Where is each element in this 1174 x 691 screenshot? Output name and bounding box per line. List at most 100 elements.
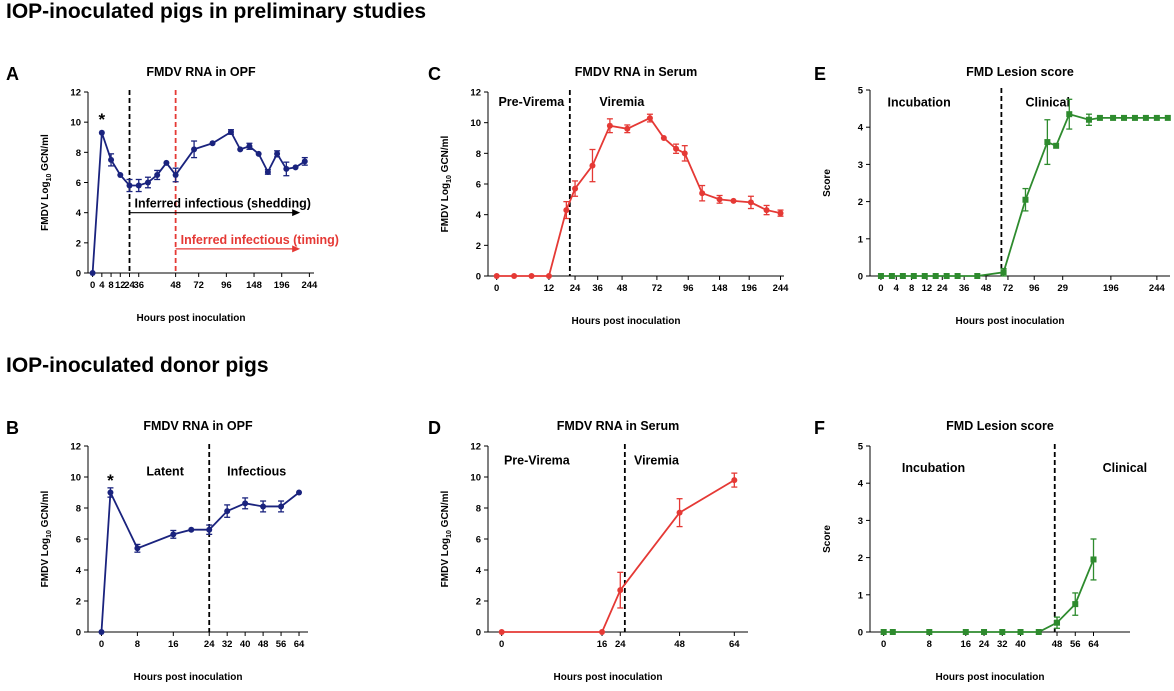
y-tick-label: 8 [76, 148, 81, 159]
y-tick-label: 0 [476, 628, 481, 639]
data-point [716, 196, 723, 203]
y-tick-label: 2 [858, 197, 863, 208]
y-axis-label-part: FMDV Log [440, 538, 451, 587]
x-tick-label: 40 [1015, 639, 1026, 650]
data-point [926, 629, 933, 635]
phase-label: Viremia [599, 95, 645, 109]
series-line [880, 113, 1168, 277]
y-tick-label: 2 [76, 238, 81, 249]
x-tick-label: 0 [99, 639, 104, 650]
data-point [1164, 114, 1171, 121]
x-axis-label: Hours post inoculation [137, 313, 246, 324]
y-tick-label: 0 [858, 272, 863, 283]
y-tick-label: 12 [470, 88, 481, 99]
y-tick-label: 1 [858, 234, 864, 245]
data-point [206, 526, 213, 533]
x-tick-label: 12 [544, 283, 555, 294]
data-point [888, 273, 895, 279]
data-point [910, 273, 917, 279]
data-point [731, 477, 738, 484]
phase-label: Pre-Virema [504, 454, 571, 468]
panel-letter: D [428, 418, 441, 438]
chart-title: FMDV RNA in OPF [143, 419, 253, 433]
data-point [154, 171, 161, 178]
x-tick-label: 12 [922, 283, 933, 294]
y-tick-label: 5 [858, 86, 864, 97]
panel-a: A FMDV RNA in OPF 0 2 4 6 8 10 12 0 4 8 12 24 36 48 72 96… [0, 60, 339, 324]
panel-d: D FMDV RNA in Serum 0 2 4 6 8 10 12 0 16 24 48 64 Hour… [418, 414, 748, 683]
x-tick-label: 8 [927, 639, 932, 650]
x-tick-label: 36 [592, 283, 603, 294]
significance-star: * [107, 471, 114, 490]
chart-title: FMD Lesion score [946, 419, 1054, 433]
data-point [117, 171, 124, 178]
data-point [747, 199, 754, 206]
data-point [98, 629, 105, 635]
y-tick-label: 10 [70, 118, 81, 129]
x-tick-label: 29 [1057, 283, 1068, 294]
data-point [880, 629, 887, 635]
x-axis-label: Hours post inoculation [572, 316, 681, 327]
data-point [999, 629, 1006, 635]
y-tick-label: 4 [76, 566, 82, 577]
significance-star: * [99, 110, 106, 129]
y-tick-label: 0 [76, 628, 81, 639]
data-point [899, 273, 906, 279]
x-tick-label: 32 [997, 639, 1008, 650]
phase-label: Latent [146, 464, 184, 478]
x-tick-label: 196 [741, 283, 757, 294]
x-tick-label: 96 [683, 283, 694, 294]
y-axis-label: FMDV Log10 GCN/ml [40, 134, 53, 231]
data-point [1090, 556, 1097, 563]
x-tick-label: 64 [294, 639, 305, 650]
y-tick-label: 6 [76, 535, 81, 546]
data-point [242, 500, 249, 507]
x-tick-label: 16 [597, 639, 608, 650]
y-tick-label: 5 [858, 442, 864, 453]
data-point [589, 162, 596, 169]
y-tick-label: 2 [76, 597, 81, 608]
x-axis-label: Hours post inoculation [956, 316, 1065, 327]
y-tick-label: 4 [476, 210, 482, 221]
x-tick-label: 96 [221, 280, 232, 291]
y-tick-label: 12 [70, 442, 81, 453]
x-tick-label: 56 [276, 639, 287, 650]
data-point [763, 207, 770, 214]
x-tick-label: 96 [1029, 283, 1040, 294]
data-point [932, 273, 939, 279]
data-point [292, 164, 299, 171]
x-tick-label: 64 [729, 639, 740, 650]
x-tick-label: 0 [878, 283, 883, 294]
arrow-label: Inferred infectious (shedding) [135, 197, 311, 211]
data-point [170, 531, 177, 538]
data-point [163, 159, 170, 166]
x-tick-label: 4 [894, 283, 900, 294]
x-tick-label: 24 [615, 639, 626, 650]
data-point [1053, 142, 1060, 149]
x-tick-label: 48 [258, 639, 269, 650]
data-point [1054, 619, 1061, 626]
y-tick-label: 8 [476, 504, 481, 515]
x-tick-label: 24 [937, 283, 948, 294]
y-tick-label: 6 [476, 180, 481, 191]
data-point [1035, 629, 1042, 635]
data-point [1000, 269, 1007, 276]
x-axis-label: Hours post inoculation [936, 672, 1045, 683]
y-axis-label: FMDV Log10 GCN/ml [40, 490, 53, 587]
y-tick-label: 2 [476, 241, 481, 252]
data-point [981, 629, 988, 635]
x-tick-label: 196 [1103, 283, 1119, 294]
y-tick-label: 1 [858, 590, 864, 601]
y-axis-label-part: FMDV Log [40, 181, 51, 230]
data-point [1142, 114, 1149, 121]
x-tick-label: 36 [959, 283, 970, 294]
y-tick-label: 6 [476, 535, 481, 546]
data-point [943, 273, 950, 279]
x-tick-label: 72 [652, 283, 663, 294]
x-axis-label: Hours post inoculation [554, 672, 663, 683]
data-point [1072, 601, 1079, 608]
y-tick-label: 10 [470, 118, 481, 129]
data-point [493, 273, 500, 279]
y-tick-label: 0 [476, 272, 481, 283]
